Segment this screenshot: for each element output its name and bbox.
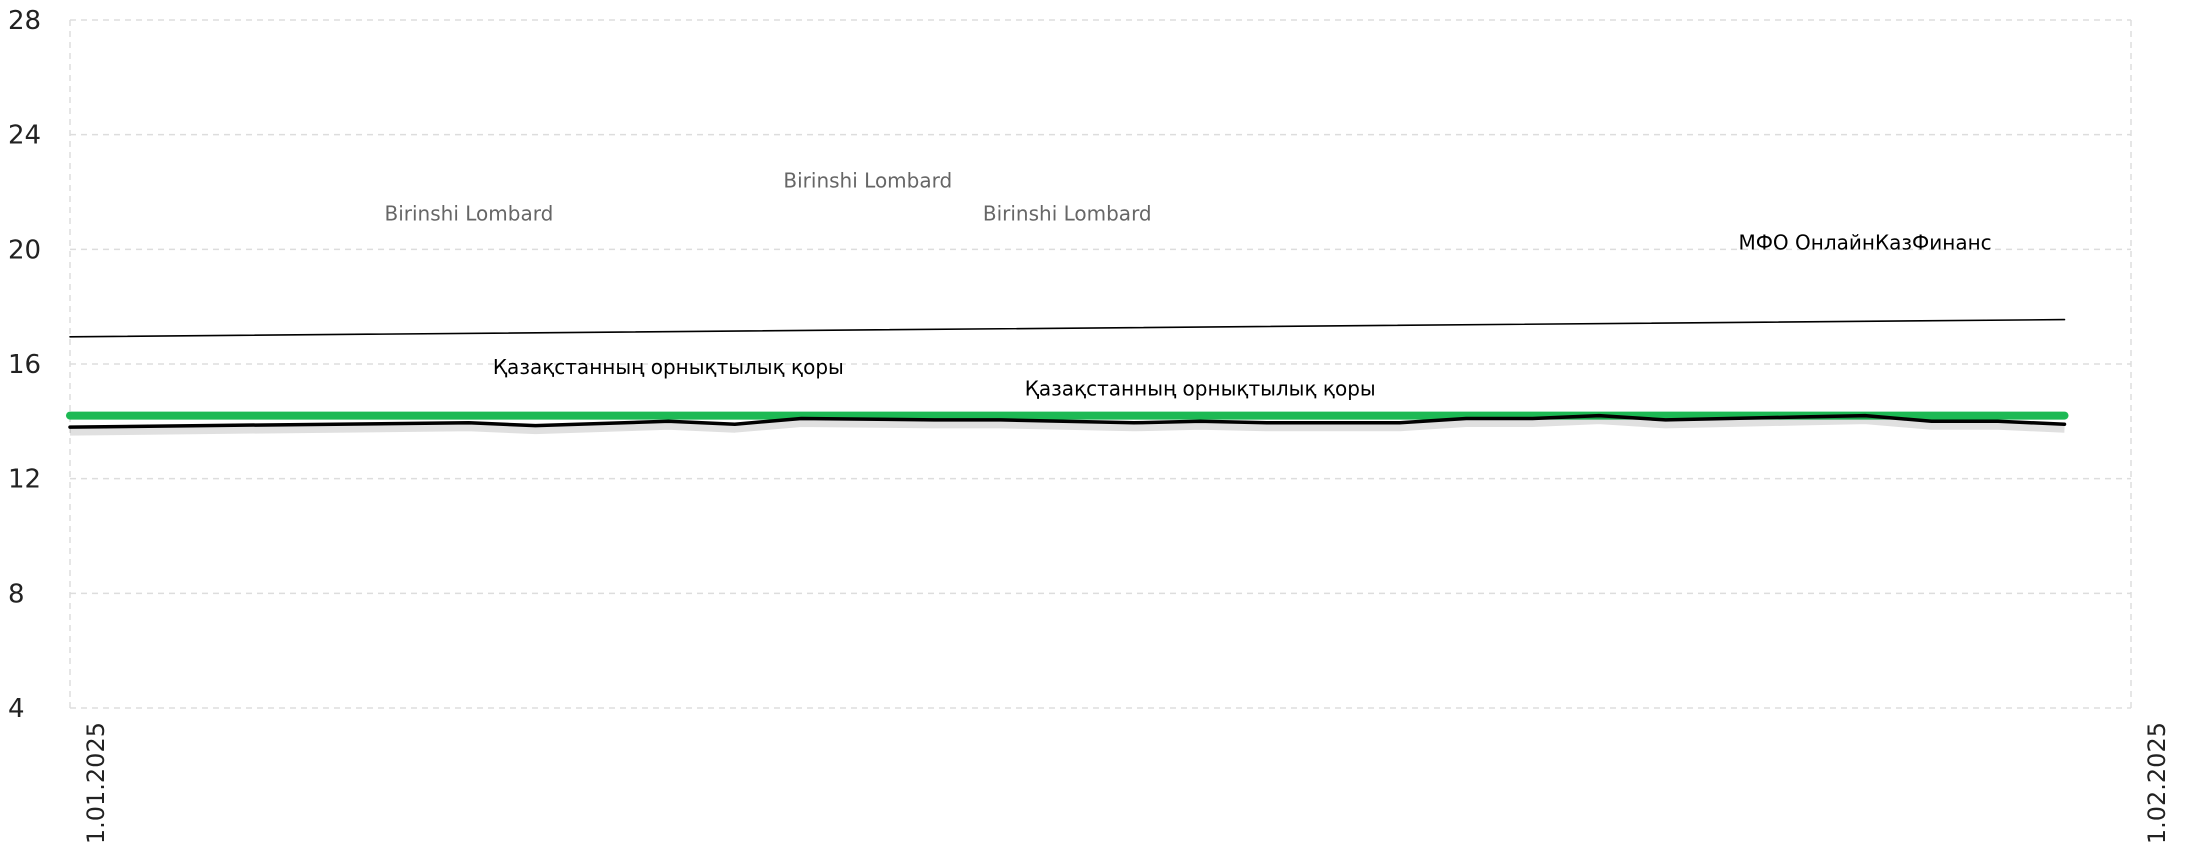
annotation-label: Birinshi Lombard [983, 202, 1152, 226]
annotation-label: Birinshi Lombard [385, 202, 554, 226]
annotations: Birinshi Lombard Birinshi Lombard Birinshi… [385, 169, 1992, 401]
y-tick-label: 12 [8, 465, 41, 495]
y-tick-label: 20 [8, 235, 41, 265]
series-group [66, 318, 2069, 436]
grid [69, 19, 2132, 709]
y-tick-label: 24 [8, 121, 41, 151]
y-axis: 4 8 12 16 20 24 28 [8, 6, 41, 724]
y-tick-label: 8 [8, 579, 25, 609]
y-tick-label: 28 [8, 6, 41, 36]
series-line-3 [69, 318, 2066, 338]
x-tick-label: 01.02.2025 [2143, 722, 2171, 842]
series-line-2 [68, 413, 2067, 429]
annotation-label: Қазақстанның орнықтылық қоры [1025, 377, 1376, 401]
x-axis: 01.01.2025 01.02.2025 [82, 722, 2171, 842]
annotation-label: Birinshi Lombard [783, 169, 952, 193]
y-tick-label: 16 [8, 350, 41, 380]
x-tick-label: 01.01.2025 [82, 722, 110, 842]
y-tick-label: 4 [8, 694, 25, 724]
series-shadow [69, 417, 2065, 436]
annotation-label: Қазақстанның орнықтылық қоры [493, 355, 844, 379]
annotation-label: МФО ОнлайнКазФинанс [1738, 230, 1991, 254]
